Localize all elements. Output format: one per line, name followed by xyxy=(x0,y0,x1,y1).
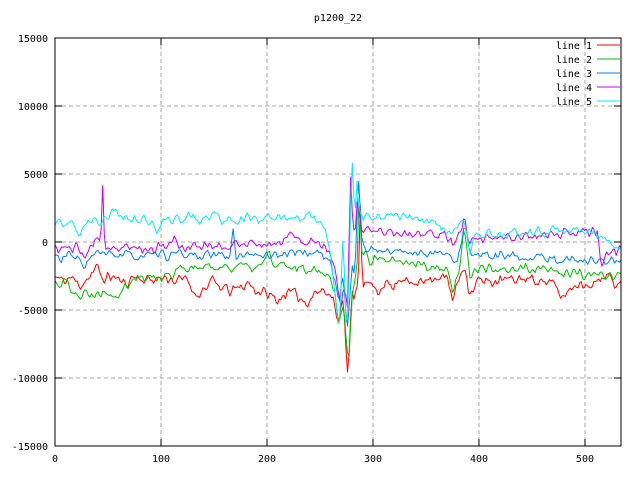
x-tick-label: 400 xyxy=(470,454,488,465)
plot-border xyxy=(54,37,622,447)
series-layer xyxy=(55,162,621,373)
y-tick-label: -15000 xyxy=(12,442,48,453)
series-line-5 xyxy=(55,162,621,325)
y-tick-label: -10000 xyxy=(12,374,48,385)
legend-label: line 1 xyxy=(556,41,592,52)
legend-label: line 2 xyxy=(556,55,592,66)
series-line-4 xyxy=(55,176,621,309)
legend-label: line 5 xyxy=(556,97,592,108)
x-tick-label: 100 xyxy=(152,454,170,465)
y-tick-label: -5000 xyxy=(18,306,48,317)
y-tick-label: 5000 xyxy=(24,170,48,181)
axis-layer: 0 100 200 300 400 500 -15000 -10000 -5000 0 5000 10… xyxy=(12,34,622,465)
x-tick-label: 300 xyxy=(364,454,382,465)
series-line-3 xyxy=(55,180,621,327)
y-tick-label: 15000 xyxy=(18,34,48,45)
grid-layer xyxy=(55,38,621,446)
x-tick-label: 200 xyxy=(258,454,276,465)
y-tick-label: 0 xyxy=(42,238,48,249)
y-tick-label: 10000 xyxy=(18,102,48,113)
chart-title: p1200_22 xyxy=(314,13,362,24)
x-tick-label: 0 xyxy=(52,454,58,465)
legend-layer: line 1 line 2 line 3 line 4 line 5 xyxy=(556,41,620,108)
series-line-2 xyxy=(55,206,621,358)
legend-label: line 4 xyxy=(556,83,592,94)
x-tick-label: 500 xyxy=(576,454,594,465)
legend-label: line 3 xyxy=(556,69,592,80)
